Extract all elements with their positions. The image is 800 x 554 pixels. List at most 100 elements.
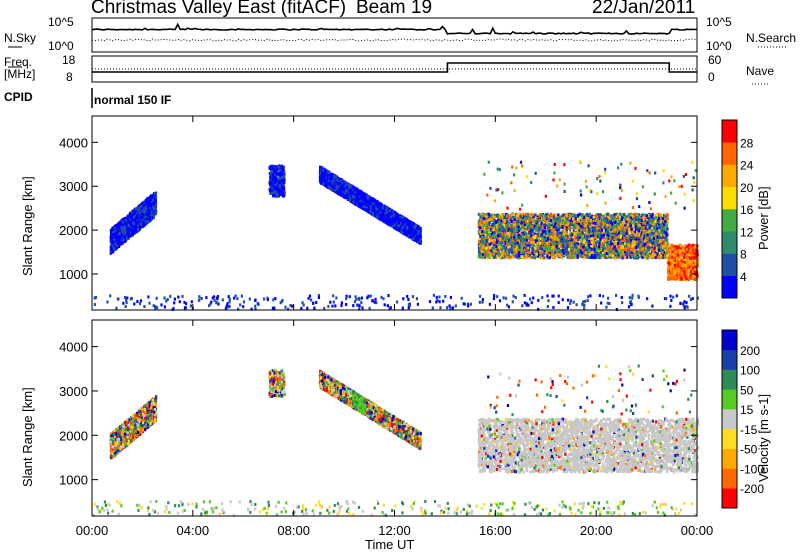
velocity-colorbar-swatch [722, 330, 737, 351]
power-cell [121, 221, 124, 225]
power-cell [124, 216, 127, 220]
power-cell [138, 225, 141, 229]
power-cell [275, 172, 278, 176]
power-cell [272, 185, 275, 189]
power-cell [145, 209, 149, 213]
power-cell [143, 215, 146, 219]
power-cell [272, 191, 276, 194]
power-cell [110, 241, 113, 245]
power-cell [137, 208, 140, 212]
power-cell [122, 228, 125, 231]
power-cell [132, 227, 135, 231]
power-cell [129, 212, 132, 216]
power-cell [133, 215, 136, 219]
power-cell [141, 221, 144, 225]
power-cell [152, 216, 155, 219]
velocity-colorbar-tick: 200 [740, 344, 760, 358]
power-cell [154, 193, 157, 196]
velocity-colorbar-frame [721, 329, 738, 509]
power-cell [127, 236, 130, 240]
power-cell [121, 241, 124, 245]
power-cell [152, 199, 155, 203]
power-cell [121, 228, 124, 232]
power-cell [145, 207, 148, 211]
power-cell [110, 245, 113, 249]
power-cell [278, 171, 281, 175]
power-cell [115, 243, 119, 247]
velocity-colorbar-swatch [722, 428, 737, 449]
power-cell [148, 196, 151, 200]
power-cell [129, 234, 132, 238]
power-cell [116, 235, 119, 239]
power-cell [120, 242, 123, 246]
power-cell [283, 190, 286, 194]
power-cell [139, 222, 142, 226]
power-cell [111, 238, 114, 242]
power-cell [119, 220, 122, 224]
power-cell [141, 202, 144, 206]
power-cell [117, 240, 120, 244]
power-cell [150, 217, 153, 221]
power-cell [133, 231, 136, 235]
power-cell [119, 229, 122, 233]
power-cell [118, 235, 121, 239]
velocity-colorbar-swatch [722, 468, 737, 489]
power-cell [120, 219, 123, 222]
power-cell [150, 195, 153, 199]
power-cell [155, 195, 158, 199]
power-colorbar-tick: 16 [740, 203, 754, 217]
power-cell [273, 176, 276, 180]
power-colorbar-tick: 28 [740, 136, 754, 150]
power-colorbar-swatch [722, 209, 737, 232]
power-cell [279, 175, 282, 179]
power-cell [279, 190, 282, 194]
power-cell [114, 240, 118, 244]
power-cell [281, 165, 284, 169]
power-colorbar-frame [721, 119, 738, 299]
power-cell [149, 211, 152, 215]
power-cell [150, 203, 153, 207]
power-cell [272, 168, 275, 172]
power-cell [270, 181, 273, 185]
power-cell [120, 233, 123, 237]
power-colorbar-swatch [722, 253, 737, 277]
power-colorbar-swatch [722, 186, 737, 210]
power-cell [283, 170, 286, 174]
power-cell [138, 206, 141, 210]
velocity-colorbar-swatch [722, 448, 737, 469]
power-colorbar-swatch [722, 120, 737, 143]
power-cell [280, 181, 284, 185]
power-cell [121, 225, 124, 229]
power-cell [133, 210, 136, 214]
power-cell [122, 217, 125, 221]
power-cell [154, 198, 157, 202]
power-cell [114, 242, 117, 246]
power-cell [271, 173, 274, 177]
power-cell [124, 232, 127, 236]
power-cell [152, 195, 155, 199]
power-cell [126, 237, 129, 241]
power-colorbar-tick: 24 [740, 159, 754, 173]
power-cell [273, 169, 277, 173]
power-cell [135, 220, 138, 224]
velocity-colorbar-tick: -15 [740, 423, 758, 437]
power-cell [126, 230, 129, 233]
power-cell [127, 227, 130, 231]
power-cell [123, 239, 127, 243]
power-cell [271, 178, 274, 182]
power-cell [281, 175, 284, 179]
power-cell [139, 224, 142, 227]
power-cell [271, 186, 274, 190]
power-cell [271, 166, 274, 170]
power-cell [152, 201, 155, 205]
power-colorbar-tick: 4 [740, 270, 747, 284]
power-colorbar-swatch [722, 275, 737, 299]
power-cell [137, 227, 140, 231]
power-cell [145, 201, 148, 205]
power-cell [278, 190, 281, 193]
power-cell [120, 231, 123, 235]
power-cell [132, 217, 135, 221]
power-cell [113, 226, 116, 230]
power-cell [111, 247, 114, 251]
power-cell [124, 237, 127, 241]
